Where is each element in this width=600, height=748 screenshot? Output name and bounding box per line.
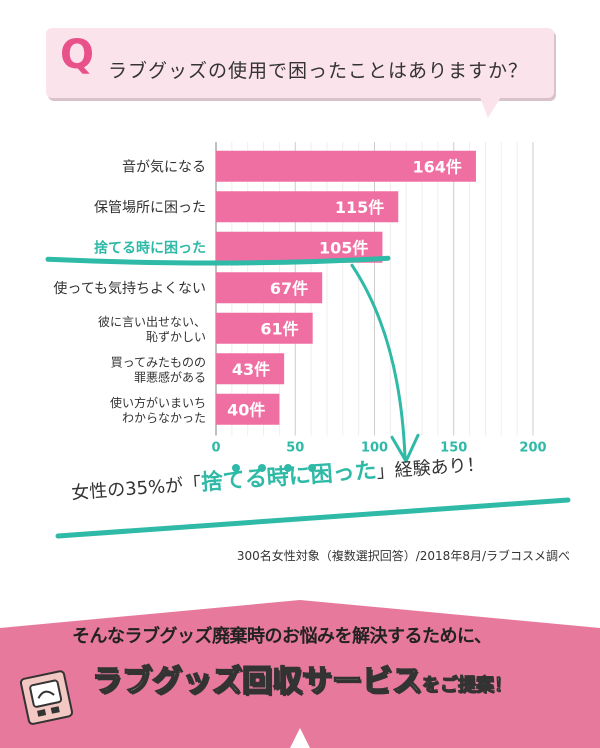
bar <box>216 353 285 385</box>
category-label: 保管場所に困った <box>94 200 206 216</box>
promo-band-notch <box>290 728 310 748</box>
box-icon <box>19 670 74 725</box>
bar-value-label: 115件 <box>335 198 384 217</box>
category-label: 使い方がいまいち <box>110 395 206 410</box>
promo-service-name: ラブグッズ回収サービス <box>91 663 423 700</box>
x-tick-label: 150 <box>440 441 467 456</box>
bar <box>216 312 313 344</box>
promo-line: そんなラブグッズ廃棄時のお悩みを解決するために、 <box>72 626 492 647</box>
bar-value-label: 43件 <box>232 360 270 379</box>
x-tick-label: 200 <box>519 441 546 456</box>
question-bubble <box>46 28 554 98</box>
bar-chart: 0 50 100 150 200 164件 音が気になる 115件 保管場所に困った 105件 捨て… <box>45 142 571 539</box>
highlight-arrow-head <box>390 433 420 463</box>
category-label: 音が気になる <box>122 158 206 175</box>
bar <box>216 150 476 182</box>
bar-value-label: 164件 <box>413 157 462 176</box>
bar <box>216 191 399 223</box>
emphasis-dot <box>232 464 240 472</box>
x-tick-label: 50 <box>286 441 304 456</box>
highlight-underline <box>45 255 391 266</box>
question-bubble-tail <box>478 92 504 118</box>
question-text: ラブグッズの使用で困ったことはありますか？ <box>108 60 529 82</box>
x-tick-label: 100 <box>361 441 388 456</box>
category-label: 使っても気持ちよくない <box>53 280 206 297</box>
bar-value-label: 61件 <box>260 319 298 338</box>
category-label: 買ってみたものの <box>111 355 206 369</box>
q-letter: Q <box>59 32 94 78</box>
highlight-arrow-line <box>350 263 407 459</box>
source-note: 300名女性対象（複数選択回答）/2018年8月/ラブコスメ調べ <box>236 549 570 563</box>
category-label: 恥ずかしい <box>146 330 206 344</box>
bar-value-label: 105件 <box>319 238 368 257</box>
bar <box>216 272 323 304</box>
bar <box>216 393 280 425</box>
bar-value-label: 40件 <box>227 400 265 419</box>
conclusion-underline <box>55 497 571 539</box>
emphasis-dot <box>284 464 292 472</box>
promo-headline: ラブグッズ回収サービスをご提案！ <box>91 656 513 700</box>
emphasis-dot <box>308 464 316 472</box>
promo-band-top <box>0 600 600 628</box>
category-label: わからなかった <box>122 411 206 425</box>
x-tick-label: 0 <box>211 441 220 456</box>
promo-suffix: をご提案！ <box>422 675 513 697</box>
category-label: 捨てる時に困った <box>94 239 206 256</box>
category-label: 罪悪感がある <box>134 369 206 384</box>
bar-value-label: 67件 <box>270 279 308 298</box>
emphasis-dot <box>258 464 266 472</box>
category-label: 彼に言い出せない、 <box>98 315 206 329</box>
